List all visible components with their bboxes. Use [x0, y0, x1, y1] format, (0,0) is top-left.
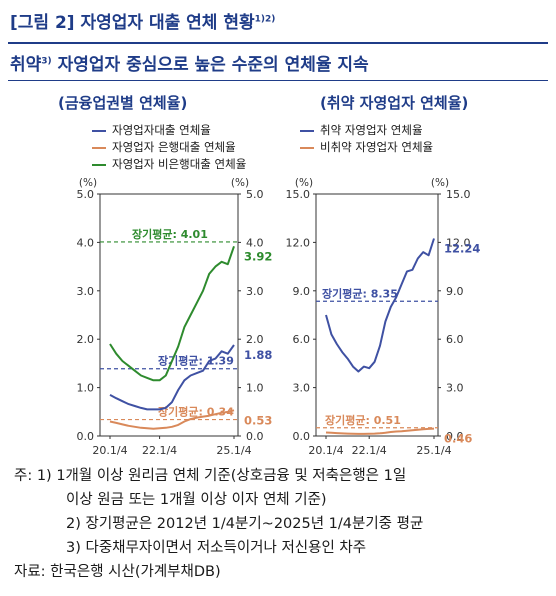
end-value-label: 12.24: [444, 242, 480, 256]
legend-swatch-orange: [92, 146, 106, 149]
legend-swatch-blue: [300, 129, 314, 132]
reference-label: 장기평균: 8.35: [322, 286, 398, 300]
y-tick-label-right: 5.0: [246, 188, 264, 201]
note-2: 2) 장기평균은 2012년 1/4분기~2025년 1/4분기중 평균: [66, 516, 424, 532]
header-rule-top: [8, 42, 548, 44]
y-tick-label: 0.0: [293, 430, 311, 443]
x-tick-label: 22.1/4: [142, 444, 177, 457]
left-unit-label: (%): [295, 177, 313, 189]
x-tick-label: 22.1/4: [352, 444, 387, 457]
figure-title: [그림 2] 자영업자 대출 연체 현황1)2): [10, 13, 276, 33]
left-panel-title: (금융업권별 연체율): [58, 94, 188, 112]
plot-frame: [315, 193, 439, 437]
y-tick-label-right: 2.0: [246, 333, 264, 346]
note-3: 3) 다중채무자이면서 저소득이거나 저신용인 차주: [66, 540, 367, 556]
legend-label: 자영업자 은행대출 연체율: [112, 140, 236, 154]
left-unit-label: (%): [79, 177, 97, 189]
figure-subtitle: 취약3) 자영업자 중심으로 높은 수준의 연체율 지속: [10, 55, 369, 75]
note-1: 주: 1) 1개월 이상 원리금 연체 기준(상호금융 및 저축은행은 1일: [14, 468, 407, 484]
legend-label: 비취약 자영업자 연체율: [320, 140, 434, 154]
y-tick-label: 2.0: [77, 333, 95, 346]
y-tick-label-right: 0.0: [446, 430, 464, 443]
end-value-label: 0.53: [244, 413, 272, 427]
y-tick-label: 1.0: [77, 382, 95, 395]
source: 자료: 한국은행 시산(가계부채DB): [14, 564, 221, 580]
y-tick-label-right: 9.0: [446, 285, 464, 298]
y-tick-label: 15.0: [286, 188, 311, 201]
y-tick-label: 3.0: [77, 285, 95, 298]
series-line: [325, 238, 435, 373]
reference-label: 장기평균: 1.39: [158, 354, 234, 368]
x-tick-label: 25.1/4: [216, 444, 251, 457]
header-rule-bottom: [8, 80, 548, 81]
reference-label: 장기평균: 0.51: [325, 413, 401, 427]
y-tick-label: 4.0: [77, 236, 95, 249]
y-tick-label: 0.0: [77, 430, 95, 443]
legend-item: 자영업자대출 연체율: [92, 122, 246, 139]
series-line: [109, 409, 235, 430]
x-tick-label: 20.1/4: [308, 444, 343, 457]
legend-label: 취약 자영업자 연체율: [320, 123, 423, 137]
legend-item: 자영업자 은행대출 연체율: [92, 139, 246, 156]
y-tick-label: 5.0: [77, 188, 95, 201]
y-tick-label-right: 12.0: [446, 236, 471, 249]
end-value-label: 1.88: [244, 348, 272, 362]
y-tick-label-right: 3.0: [246, 285, 264, 298]
legend-item: 자영업자 비은행대출 연체율: [92, 156, 246, 173]
series-line: [325, 427, 435, 435]
right-panel-title: (취약 자영업자 연체율): [320, 94, 469, 112]
legend-item: 비취약 자영업자 연체율: [300, 139, 433, 156]
y-tick-label-right: 6.0: [446, 333, 464, 346]
note-1-cont: 이상 원금 또는 1개월 이상 이자 연체 기준): [66, 492, 327, 508]
y-tick-label-right: 0.0: [246, 430, 264, 443]
legend-swatch-green: [92, 163, 106, 166]
right-unit-label: (%): [231, 177, 249, 189]
legend-swatch-blue: [92, 129, 106, 132]
series-line: [109, 344, 235, 411]
legend-item: 취약 자영업자 연체율: [300, 122, 433, 139]
plot-frame: [99, 193, 239, 437]
end-value-label: 0.46: [444, 432, 472, 446]
x-tick-label: 20.1/4: [92, 444, 127, 457]
y-tick-label: 9.0: [293, 285, 311, 298]
series-line: [109, 245, 235, 382]
y-tick-label-right: 15.0: [446, 188, 471, 201]
figure-header: [그림 2] 자영업자 대출 연체 현황1)2) 취약3) 자영업자 중심으로 …: [0, 0, 556, 84]
y-tick-label: 3.0: [293, 382, 311, 395]
reference-label: 장기평균: 4.01: [132, 227, 208, 241]
notes: 주: 1) 1개월 이상 원리금 연체 기준(상호금융 및 저축은행은 1일 이…: [14, 464, 423, 584]
legend-label: 자영업자대출 연체율: [112, 123, 211, 137]
end-value-label: 3.92: [244, 249, 272, 263]
right-legend: 취약 자영업자 연체율 비취약 자영업자 연체율: [300, 122, 433, 156]
x-tick-label: 25.1/4: [416, 444, 451, 457]
reference-label: 장기평균: 0.34: [158, 405, 234, 419]
y-tick-label: 12.0: [286, 236, 311, 249]
left-legend: 자영업자대출 연체율 자영업자 은행대출 연체율 자영업자 비은행대출 연체율: [92, 122, 246, 173]
charts-canvas: (%) (%) 0.0 0.0 1.0 1.0 2.0 2.0 3.0 3.0 4.0 4.0 5.0 5…: [77, 177, 481, 457]
legend-label: 자영업자 비은행대출 연체율: [112, 157, 247, 171]
y-tick-label-right: 1.0: [246, 382, 264, 395]
legend-swatch-orange: [300, 146, 314, 149]
right-unit-label: (%): [431, 177, 449, 189]
y-tick-label-right: 4.0: [246, 236, 264, 249]
y-tick-label-right: 3.0: [446, 382, 464, 395]
y-tick-label: 6.0: [293, 333, 311, 346]
